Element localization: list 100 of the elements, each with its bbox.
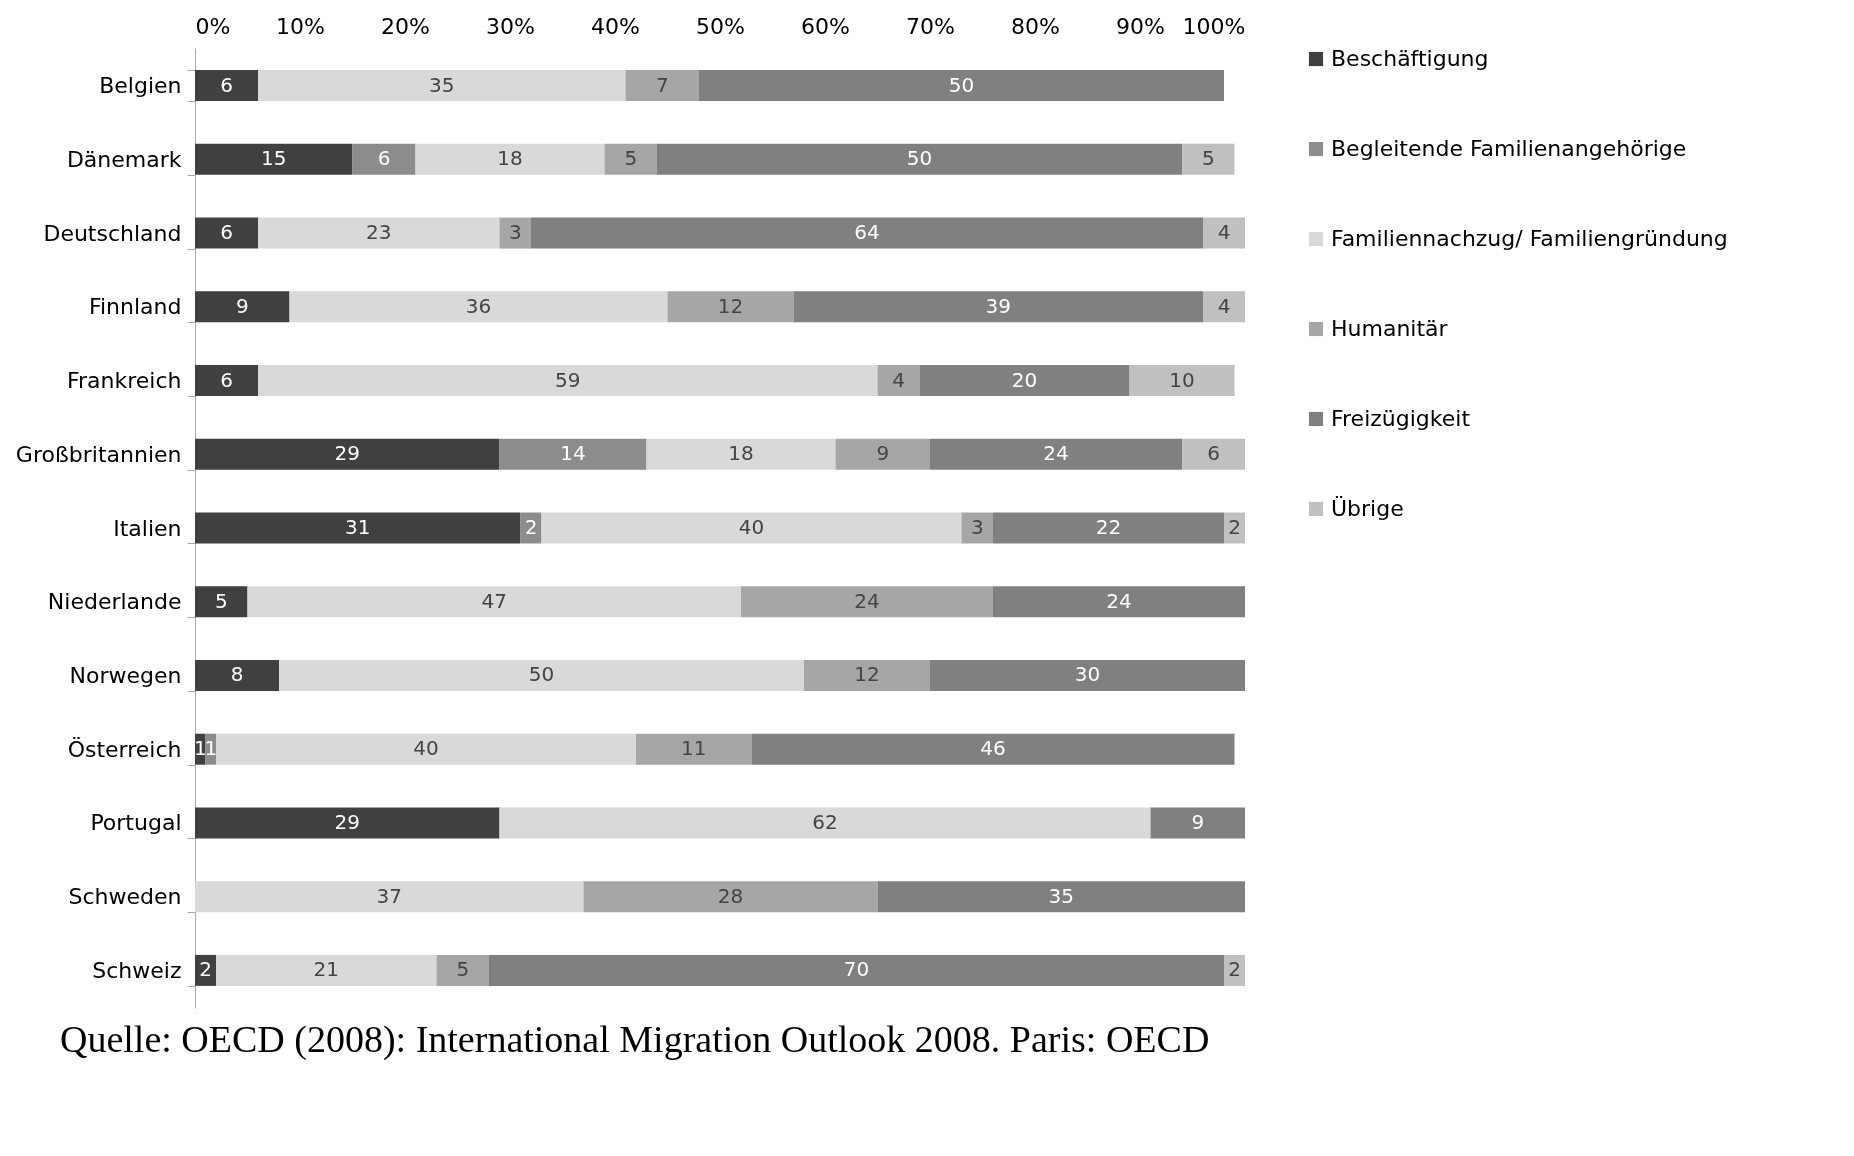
x-tick-label: 40% — [591, 13, 640, 39]
data-label: 40 — [738, 515, 765, 539]
bar — [216, 733, 636, 765]
bar — [195, 291, 290, 323]
bar — [804, 659, 930, 691]
data-label: 39 — [985, 293, 1011, 318]
data-label: 28 — [717, 883, 744, 908]
bar — [993, 586, 1245, 618]
data-label: 1 — [204, 736, 218, 761]
data-label: 6 — [220, 72, 233, 97]
data-label: 5 — [214, 588, 228, 613]
y-tick-label: Belgien — [99, 73, 182, 99]
bar — [793, 291, 1203, 323]
y-tick-label: Dänemark — [66, 146, 182, 172]
bar — [289, 291, 668, 323]
legend-label: Beschäftigung — [1331, 46, 1489, 71]
bar — [930, 659, 1245, 691]
bar — [919, 365, 1130, 397]
bar — [741, 586, 993, 618]
data-label: 70 — [843, 957, 870, 982]
x-tick-label: 30% — [486, 13, 535, 39]
bar — [415, 143, 605, 175]
bar — [195, 807, 500, 839]
legend-label: Familiennachzug/ Familiengründung — [1331, 226, 1728, 251]
y-tick-label: Deutschland — [43, 220, 182, 246]
bar — [499, 807, 1151, 839]
data-label: 14 — [560, 441, 586, 466]
data-label: 5 — [456, 957, 470, 982]
bar — [541, 512, 962, 544]
data-label: 4 — [1217, 220, 1231, 245]
data-label: 4 — [892, 367, 905, 392]
data-label: 21 — [313, 957, 339, 982]
data-label: 4 — [1217, 293, 1231, 318]
bar — [1182, 438, 1245, 470]
bar — [877, 881, 1245, 913]
data-label: 15 — [261, 146, 287, 171]
data-label: 9 — [235, 293, 249, 318]
bar — [195, 217, 258, 249]
data-label: 12 — [854, 662, 880, 687]
data-label: 2 — [1228, 957, 1241, 982]
data-label: 35 — [429, 72, 455, 97]
data-label: 3 — [970, 515, 984, 539]
data-label: 10 — [1169, 367, 1195, 392]
x-tick-label: 50% — [696, 13, 745, 39]
data-label: 50 — [906, 146, 933, 171]
bar — [195, 881, 584, 913]
bar — [1150, 807, 1245, 839]
data-label: 18 — [497, 146, 523, 171]
bar — [1182, 143, 1235, 175]
x-tick-label: 90% — [1116, 13, 1165, 39]
data-label: 6 — [1207, 441, 1220, 466]
data-label: 8 — [230, 662, 244, 687]
data-label: 36 — [465, 293, 492, 318]
data-label: 50 — [948, 72, 975, 97]
y-tick-label: Finnland — [88, 294, 182, 320]
y-tick-label: Großbritannien — [15, 441, 182, 467]
bar — [604, 143, 657, 175]
bar — [531, 217, 1203, 249]
bar — [1129, 365, 1235, 397]
bar — [258, 70, 626, 102]
data-label: 5 — [1201, 146, 1215, 171]
bar — [195, 70, 258, 102]
y-tick-label: Schweden — [68, 884, 182, 910]
data-label: 37 — [376, 883, 402, 908]
x-tick-label: 10% — [276, 13, 325, 39]
bar — [195, 438, 500, 470]
y-tick-label: Schweiz — [92, 957, 182, 983]
y-tick-label: Portugal — [90, 810, 182, 836]
legend-label: Übrige — [1331, 496, 1404, 521]
x-tick-label: 0% — [195, 13, 231, 39]
y-tick-label: Frankreich — [66, 368, 182, 394]
bar — [657, 143, 1182, 175]
data-label: 46 — [980, 736, 1006, 761]
y-tick-label: Niederlande — [47, 589, 182, 615]
data-label: 11 — [681, 736, 707, 761]
legend-label: Begleitende Familienangehörige — [1331, 136, 1687, 161]
bar — [877, 365, 920, 397]
data-label: 2 — [199, 957, 212, 982]
data-label: 1 — [193, 736, 207, 761]
bar — [489, 954, 1224, 986]
data-label: 18 — [728, 441, 754, 466]
bar — [195, 365, 258, 397]
data-label: 24 — [1043, 441, 1069, 466]
data-label: 12 — [717, 293, 744, 318]
legend-label: Humanitär — [1331, 316, 1449, 341]
y-tick-label: Italien — [113, 515, 182, 541]
bar — [436, 954, 489, 986]
legend-label: Freizügigkeit — [1331, 406, 1471, 431]
data-label: 31 — [345, 515, 371, 539]
bar — [258, 217, 500, 249]
bar — [583, 881, 878, 913]
bar — [195, 143, 353, 175]
bar — [499, 438, 647, 470]
bar — [930, 438, 1182, 470]
data-label: 29 — [334, 809, 360, 834]
y-tick-label: Österreich — [67, 736, 182, 762]
bar — [625, 70, 699, 102]
data-label: 22 — [1095, 515, 1122, 539]
data-label: 6 — [377, 146, 391, 171]
y-tick-label: Norwegen — [69, 662, 182, 688]
